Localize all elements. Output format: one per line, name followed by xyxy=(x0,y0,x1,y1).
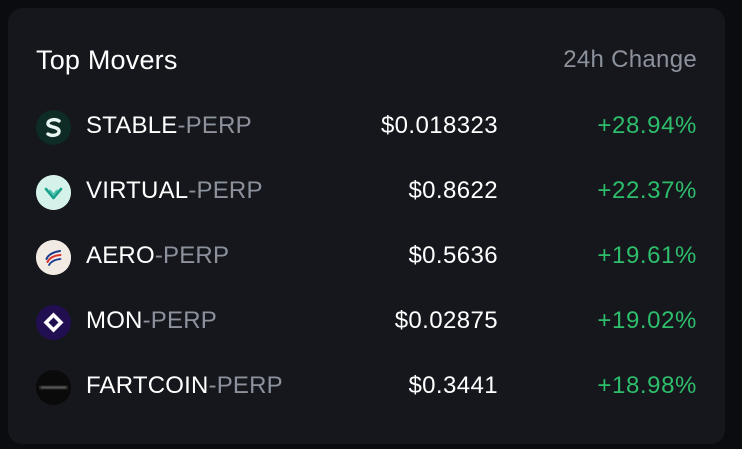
mover-row-stable[interactable]: STABLE-PERP $0.018323 +28.94% xyxy=(36,108,697,173)
symbol-label: AERO-PERP xyxy=(86,242,229,270)
change-value: +18.98% xyxy=(597,372,697,399)
symbol-base: STABLE xyxy=(86,112,178,139)
symbol-quote: -PERP xyxy=(208,372,283,399)
card-title: Top Movers xyxy=(36,44,178,75)
card-header: Top Movers 24h Change xyxy=(36,44,697,76)
price-value: $0.3441 xyxy=(408,372,498,399)
symbol-label: VIRTUAL-PERP xyxy=(86,177,263,205)
symbol-quote: -PERP xyxy=(188,177,263,204)
symbol-quote: -PERP xyxy=(154,242,230,269)
aero-logo-icon xyxy=(36,240,71,275)
top-movers-card: Top Movers 24h Change STABLE-PERP $0.018… xyxy=(8,8,725,444)
stable-logo-icon xyxy=(36,110,71,145)
change-column-label[interactable]: 24h Change xyxy=(563,46,697,73)
symbol-base: AERO xyxy=(86,242,155,269)
mon-logo-icon xyxy=(36,305,71,340)
symbol-quote: -PERP xyxy=(177,112,252,139)
change-value: +19.02% xyxy=(597,307,697,334)
price-value: $0.5636 xyxy=(408,242,498,269)
virtual-logo-icon xyxy=(36,175,71,210)
mover-row-fartcoin[interactable]: FARTCOIN-PERP $0.3441 +18.98% xyxy=(36,368,697,433)
price-value: $0.02875 xyxy=(394,307,498,334)
movers-list: STABLE-PERP $0.018323 +28.94% VIRTUAL-PE… xyxy=(36,108,697,433)
symbol-label: STABLE-PERP xyxy=(86,112,252,140)
symbol-quote: -PERP xyxy=(142,307,217,334)
mover-row-virtual[interactable]: VIRTUAL-PERP $0.8622 +22.37% xyxy=(36,173,697,238)
symbol-label: FARTCOIN-PERP xyxy=(86,372,283,400)
symbol-base: FARTCOIN xyxy=(86,372,209,399)
fartcoin-logo-icon xyxy=(36,370,71,405)
symbol-base: MON xyxy=(86,307,143,334)
change-value: +19.61% xyxy=(597,242,697,269)
symbol-label: MON-PERP xyxy=(86,307,217,335)
change-value: +22.37% xyxy=(597,177,697,204)
change-value: +28.94% xyxy=(597,112,697,139)
mover-row-aero[interactable]: AERO-PERP $0.5636 +19.61% xyxy=(36,238,697,303)
mover-row-mon[interactable]: MON-PERP $0.02875 +19.02% xyxy=(36,303,697,368)
symbol-base: VIRTUAL xyxy=(86,177,189,204)
price-value: $0.018323 xyxy=(380,112,498,139)
price-value: $0.8622 xyxy=(408,177,498,204)
